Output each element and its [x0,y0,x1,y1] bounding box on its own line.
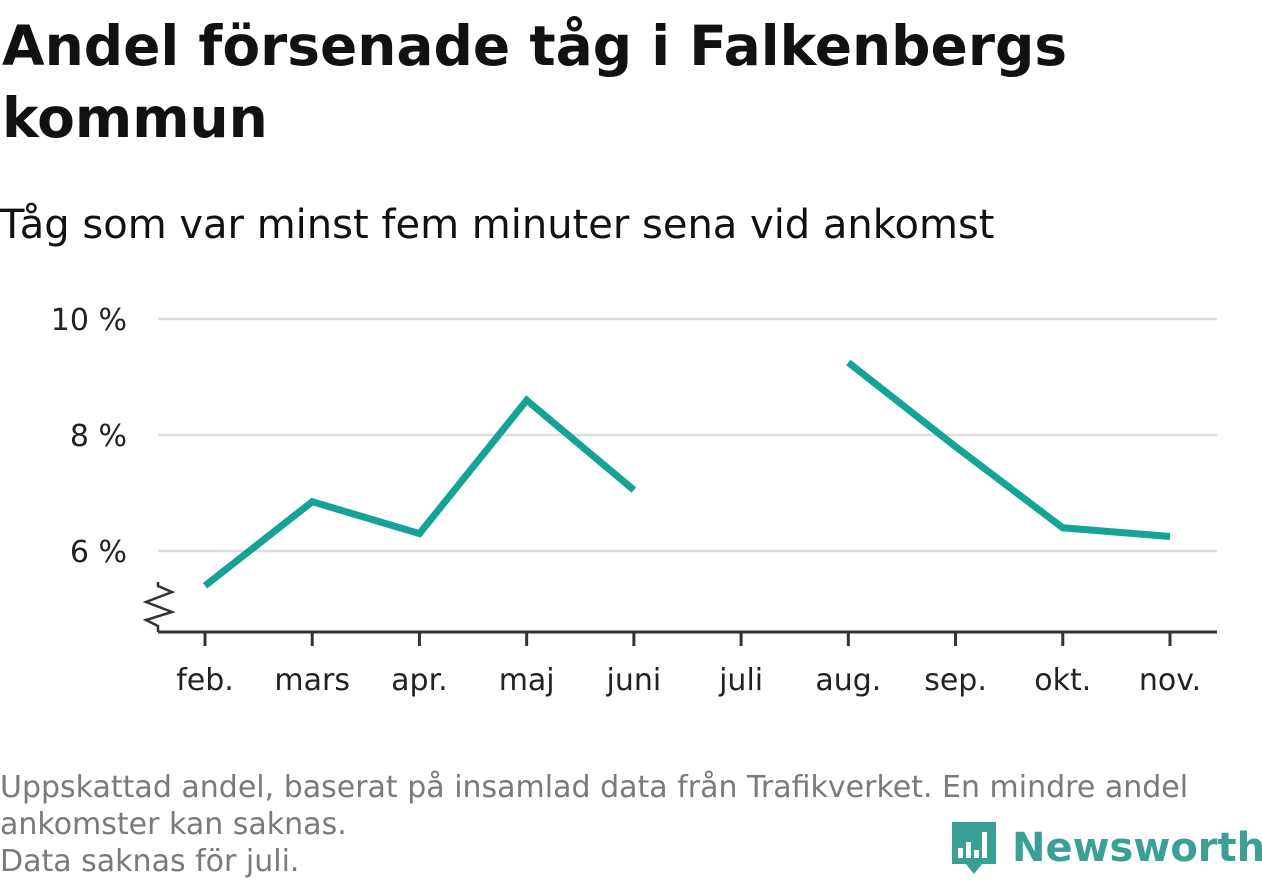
x-axis-tick-labels: feb. mars apr. maj juni juli aug. sep. okt. nov. [176,663,1201,698]
x-tick-label: nov. [1139,663,1201,698]
x-tick-label: mars [274,663,350,698]
series-line-segment [846,359,1171,540]
x-tick-label: juni [606,663,662,698]
series-lines [202,359,1171,589]
x-tick-label: aug. [815,663,881,698]
chart-title: Andel försenade tåg i Falkenbergs kommun [2,14,1068,150]
series-line-segment [202,395,637,589]
y-tick-label: 6 % [70,535,127,570]
x-tick-label: apr. [391,663,448,698]
x-tick-label: maj [499,663,555,698]
x-tick-label: sep. [924,663,987,698]
y-axis-tick-labels: 6 % 8 % 10 % [51,303,127,570]
brand-logo: Newsworthy [950,818,1262,878]
x-tick-label: feb. [176,663,234,698]
brand-name: Newsworthy [1012,825,1262,871]
bar-chart-speech-bubble-icon [952,822,996,874]
x-tick-label: juli [718,663,763,698]
x-tick-label: okt. [1034,663,1091,698]
chart-subtitle: Tåg som var minst fem minuter sena vid a… [0,202,995,248]
y-tick-label: 10 % [51,303,127,338]
footnote: Uppskattad andel, baserat på insamlad da… [0,769,1250,880]
y-tick-label: 8 % [70,419,127,454]
x-axis [142,582,1217,646]
footnote-line: Uppskattad andel, baserat på insamlad da… [0,770,1189,805]
footnote-line: Data saknas för juli. [0,844,300,879]
footnote-line: ankomster kan saknas. [0,807,347,842]
y-axis-break-marker [142,582,176,632]
gridlines [158,317,1217,553]
